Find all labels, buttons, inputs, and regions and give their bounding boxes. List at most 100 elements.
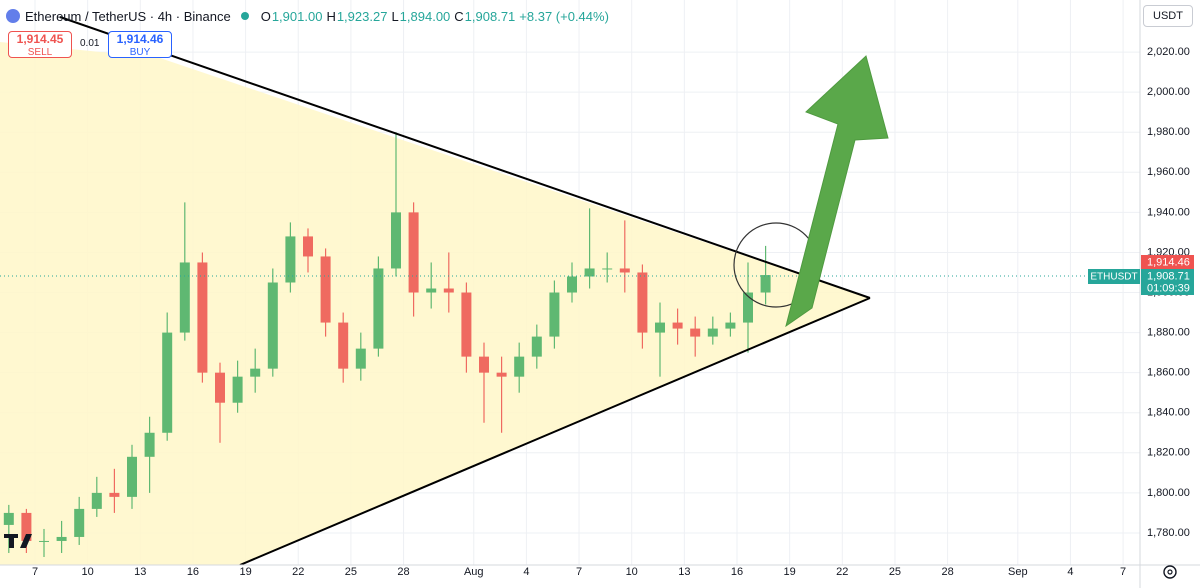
x-tick-label: 19 xyxy=(784,566,796,578)
candle-body xyxy=(637,272,648,333)
ohlc-key: L xyxy=(391,8,399,24)
y-tick-label: 1,840.00 xyxy=(1147,407,1190,419)
x-tick-label: 16 xyxy=(731,566,743,578)
candle-body xyxy=(303,236,313,257)
candle-body xyxy=(91,492,102,509)
buy-price: 1,914.46 xyxy=(116,32,164,46)
settings-icon[interactable] xyxy=(1163,565,1177,579)
x-tick-label: Sep xyxy=(1008,566,1028,578)
status-dot xyxy=(240,12,249,20)
candle-body xyxy=(162,332,173,433)
y-tick-label: 2,020.00 xyxy=(1147,46,1190,58)
x-tick-label: 19 xyxy=(239,566,251,578)
x-tick-label: 28 xyxy=(397,566,409,578)
y-tick-label: 1,940.00 xyxy=(1147,206,1190,218)
candle-body xyxy=(267,282,278,369)
candle-body xyxy=(707,328,718,337)
candle-body xyxy=(567,276,577,293)
candle-body xyxy=(39,540,49,542)
candle-body xyxy=(549,292,560,337)
candle-body xyxy=(443,288,454,293)
x-tick-label: 22 xyxy=(292,566,304,578)
x-tick-label: 7 xyxy=(32,566,38,578)
candle-body xyxy=(461,292,472,357)
candle-body xyxy=(426,288,437,293)
candle-body xyxy=(285,236,296,283)
currency-selector[interactable]: USDT xyxy=(1143,5,1193,27)
buy-label: BUY xyxy=(129,47,151,58)
legend-header: Ethereum / TetherUS · 4h · Binance O 1,90… xyxy=(6,6,609,26)
candle-body xyxy=(514,356,525,377)
candle-body xyxy=(655,322,665,333)
ohlc-value: 1,894.00 xyxy=(399,8,451,24)
candle-body xyxy=(109,492,120,497)
candle-body xyxy=(144,432,155,457)
y-tick-label: 1,960.00 xyxy=(1147,166,1190,178)
candle-body xyxy=(496,372,507,377)
tv-logo xyxy=(4,534,32,548)
candle-body xyxy=(21,512,32,541)
y-tick-label: 1,880.00 xyxy=(1147,326,1190,338)
candles xyxy=(3,132,771,557)
x-tick-label: 13 xyxy=(678,566,690,578)
y-tick-label: 1,780.00 xyxy=(1147,527,1190,539)
sell-label: SELL xyxy=(27,47,53,58)
ohlc-value: 1,908.71 xyxy=(464,8,516,24)
symbol-title: Ethereum / TetherUS · 4h · Binance xyxy=(25,8,231,24)
candle-body xyxy=(74,508,85,537)
x-tick-label: 25 xyxy=(889,566,901,578)
triangle-upper-line xyxy=(59,16,871,299)
candle-body xyxy=(602,268,613,270)
x-tick-label: 13 xyxy=(134,566,146,578)
x-tick-label: 16 xyxy=(187,566,199,578)
x-tick-label: 7 xyxy=(1120,566,1126,578)
last-price-box xyxy=(1141,269,1194,295)
symbol-box xyxy=(1088,269,1140,284)
y-tick-label: 1,800.00 xyxy=(1147,487,1190,499)
candle-body xyxy=(619,268,630,273)
x-tick-label: 10 xyxy=(626,566,638,578)
candle-body xyxy=(725,322,736,329)
candle-body xyxy=(320,256,331,323)
y-tick-label: 2,000.00 xyxy=(1147,86,1190,98)
candle-body xyxy=(690,328,701,337)
bar-countdown: 01:09:39 xyxy=(1147,282,1190,294)
candle-body xyxy=(56,536,67,541)
x-tick-label: 4 xyxy=(1067,566,1073,578)
sell-button[interactable]: 1,914.45 SELL xyxy=(8,31,72,58)
candle-body xyxy=(408,212,419,293)
ohlc-key: C xyxy=(454,8,464,24)
triangle-fill xyxy=(0,42,870,565)
x-tick-label: 28 xyxy=(941,566,953,578)
candle-body xyxy=(373,268,384,349)
candle-body xyxy=(179,262,190,333)
price-axis: 1,780.00 1,800.00 1,820.00 1,840.00 1,860.00… xyxy=(1147,46,1190,539)
ask-price: 1,914.46 xyxy=(1147,256,1190,268)
candle-body xyxy=(338,322,349,369)
x-tick-label: 4 xyxy=(523,566,529,578)
y-tick-label: 1,980.00 xyxy=(1147,126,1190,138)
candle-body xyxy=(479,356,489,373)
candle-body xyxy=(250,368,261,377)
up-arrow xyxy=(785,55,889,328)
candle-body xyxy=(355,348,366,369)
candle-body xyxy=(672,322,683,329)
buy-button[interactable]: 1,914.46 BUY xyxy=(108,31,172,58)
ohlc-key: H xyxy=(326,8,336,24)
time-axis: 7 10 13 16 19 22 25 28 Aug 4 7 10 13 16 19 22 25 28 Sep 4 7 xyxy=(32,566,1126,578)
spread: 0.01 xyxy=(80,38,100,49)
candle-body xyxy=(391,212,401,269)
x-tick-label: 22 xyxy=(836,566,848,578)
candle-body xyxy=(531,336,542,357)
eth-icon xyxy=(6,9,20,23)
ohlc-key: O xyxy=(260,8,271,24)
x-tick-label: Aug xyxy=(464,566,484,578)
candle-body xyxy=(197,262,208,373)
sell-price: 1,914.45 xyxy=(16,32,64,46)
ohlc-value: 1,901.00 xyxy=(271,8,323,24)
ask-price-box xyxy=(1141,255,1194,269)
symbol-label: ETHUSDT xyxy=(1090,272,1137,283)
candle-body xyxy=(215,372,225,403)
candle-body xyxy=(127,456,137,497)
